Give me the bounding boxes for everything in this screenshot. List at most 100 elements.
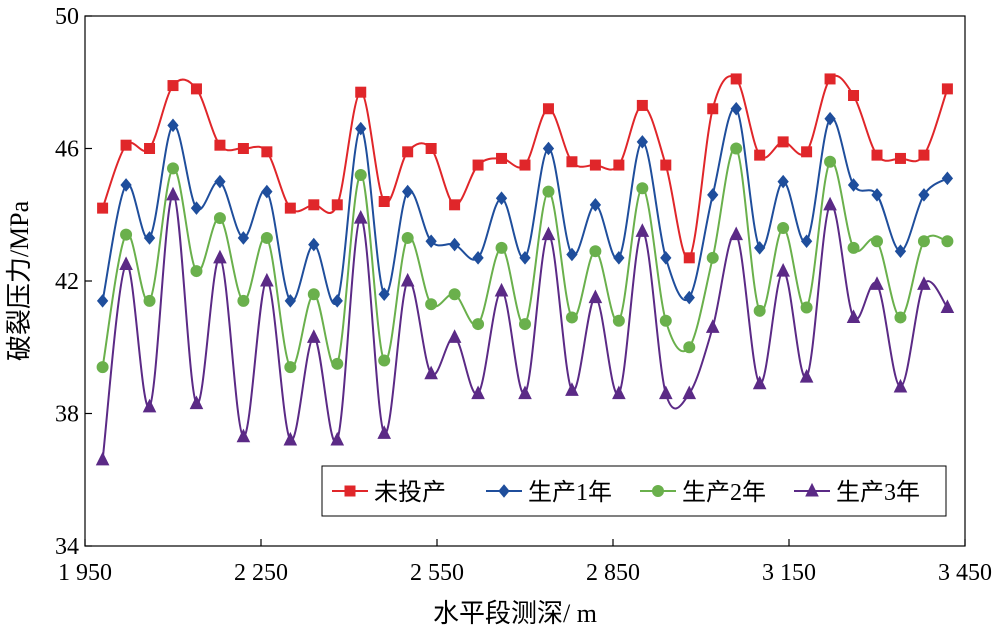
data-point <box>237 231 250 245</box>
data-point <box>495 241 508 254</box>
y-axis-title: 破裂压力/MPa <box>5 200 34 361</box>
data-point <box>777 222 790 234</box>
data-point <box>589 198 602 212</box>
data-point <box>846 309 861 323</box>
data-point <box>636 135 648 149</box>
data-point <box>378 287 390 302</box>
data-point <box>847 178 860 192</box>
data-point <box>120 178 132 192</box>
data-point <box>95 451 110 466</box>
legend-label: 生产3年 <box>836 479 920 506</box>
data-point <box>636 182 649 195</box>
data-point <box>331 294 343 308</box>
series-3 <box>96 142 954 374</box>
data-point <box>189 395 204 410</box>
data-point <box>660 159 672 171</box>
series-4 <box>95 186 955 466</box>
data-point <box>260 272 274 287</box>
data-point <box>752 375 767 390</box>
data-point <box>472 318 485 331</box>
data-point <box>612 314 625 327</box>
data-point <box>308 237 320 252</box>
data-point <box>589 245 602 258</box>
data-point <box>236 428 251 443</box>
legend-marker <box>805 482 819 497</box>
data-point <box>918 188 930 202</box>
x-tick-label: 3 450 <box>938 560 992 586</box>
data-point <box>636 99 648 111</box>
data-point <box>472 159 484 171</box>
data-point <box>96 294 109 308</box>
y-tick-label: 46 <box>55 137 79 163</box>
data-point <box>518 385 532 400</box>
data-point <box>730 73 742 85</box>
data-point <box>823 196 837 211</box>
data-point <box>472 251 484 265</box>
y-tick-label: 50 <box>55 4 79 30</box>
data-point <box>894 311 907 324</box>
legend-marker <box>652 485 664 497</box>
data-point <box>730 101 742 116</box>
data-point <box>519 318 531 331</box>
series-2 <box>96 101 954 308</box>
data-point <box>495 191 508 205</box>
data-point <box>683 341 696 354</box>
data-point <box>917 235 930 248</box>
data-point <box>447 329 462 343</box>
data-point <box>167 162 179 175</box>
series-layer <box>95 73 955 466</box>
data-point <box>213 249 227 264</box>
data-point <box>682 385 697 400</box>
data-point <box>589 159 601 171</box>
data-point <box>753 304 766 317</box>
data-point <box>776 262 790 277</box>
data-point <box>658 385 673 400</box>
data-point <box>941 83 953 95</box>
data-point <box>143 231 156 245</box>
data-point <box>471 385 485 400</box>
data-point <box>800 301 813 314</box>
data-point <box>284 361 297 374</box>
data-point <box>894 152 906 164</box>
data-point <box>401 231 414 244</box>
data-point <box>613 251 625 265</box>
data-point <box>377 425 392 439</box>
legend-marker <box>498 484 510 498</box>
data-point <box>871 235 883 248</box>
data-point <box>261 184 273 199</box>
data-point <box>331 357 344 370</box>
x-axis: 1 950 2 250 2 550 2 850 3 150 3 450 <box>58 539 992 586</box>
data-point <box>425 298 438 311</box>
x-tick-label: 1 950 <box>58 560 112 586</box>
data-point <box>707 103 719 115</box>
data-point <box>707 188 719 202</box>
data-point <box>190 201 203 215</box>
y-axis: 34 38 42 46 50 <box>55 4 92 560</box>
data-point <box>566 156 578 168</box>
data-point <box>306 329 321 343</box>
x-tick-label: 2 250 <box>234 560 288 586</box>
data-point <box>448 237 461 252</box>
data-point <box>143 294 156 307</box>
data-point <box>119 256 133 270</box>
data-point <box>284 294 296 308</box>
data-point <box>400 272 415 287</box>
data-point <box>941 235 954 248</box>
data-point <box>213 212 226 225</box>
data-point <box>402 146 414 158</box>
data-point <box>941 171 954 186</box>
legend-entry: 生产3年 <box>794 479 920 506</box>
data-point <box>729 226 744 241</box>
data-point <box>214 139 226 151</box>
data-point <box>824 155 837 168</box>
data-point <box>542 185 555 198</box>
data-point <box>120 228 133 241</box>
data-point <box>425 234 437 249</box>
y-tick-label: 42 <box>55 269 79 295</box>
data-point <box>449 199 461 211</box>
data-point <box>706 251 719 264</box>
data-point <box>824 73 836 85</box>
data-point <box>378 354 391 367</box>
data-point <box>331 199 343 211</box>
